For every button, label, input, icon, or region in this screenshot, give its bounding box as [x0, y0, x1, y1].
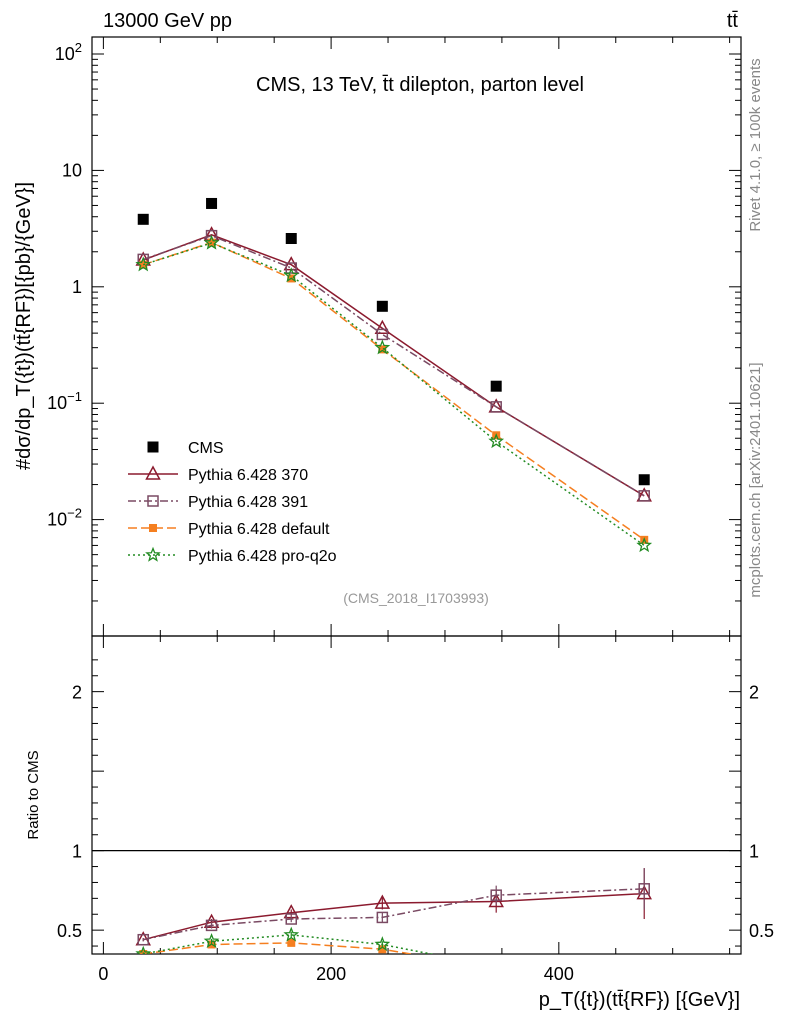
main-series-layer: [135, 197, 653, 553]
ratio-tick-label-right: 0.5: [749, 921, 774, 941]
ratio-tick-label-right: 2: [749, 683, 759, 703]
ratio-line-pythia-6-428-391: [143, 888, 645, 941]
y-axis-label-main: #dσ/dp_T({t})(tt̄{RF})[{pb}/{GeV}]: [13, 182, 35, 470]
ratio-point-pythia-6-428-default: [492, 964, 500, 972]
data-point-pythia-6-428-391: [490, 401, 502, 413]
ratio-tick-label: 2: [72, 683, 82, 703]
data-point-cms: [490, 380, 502, 392]
ratio-point-pythia-6-428-pro-q2o: [283, 926, 300, 942]
data-point-pythia-6-428-391: [285, 262, 298, 274]
x-tick-label: 200: [316, 964, 346, 984]
y-tick-base: 10: [55, 44, 75, 64]
ratio-point-pythia-6-428-default: [139, 950, 148, 954]
ratio-y-axis: 0.5 0.5 1 1 2 2: [57, 659, 774, 947]
legend-marker-pythia-6-428-default: [149, 524, 157, 532]
ratio-line-pythia-6-428-pro-q2o: [143, 934, 435, 954]
data-point-pythia-6-428-default: [378, 345, 387, 354]
mcplots-label: mcplots.cern.ch [arXiv:2401.10621]: [747, 362, 764, 597]
ratio-point-pythia-6-428-default: [287, 938, 296, 947]
legend-marker-pythia-6-428-370: [145, 465, 161, 480]
legend-label-pythia-6-428-391: Pythia 6.428 391: [188, 494, 308, 511]
y-tick-base: 10: [62, 160, 82, 180]
ratio-point-pythia-6-428-370: [374, 894, 391, 909]
ratio-point-pythia-6-428-pro-q2o: [638, 971, 650, 983]
ratio-point-pythia-6-428-pro-q2o: [374, 936, 391, 952]
y-axis-label-ratio: Ratio to CMS: [25, 750, 42, 839]
data-point-pythia-6-428-pro-q2o: [283, 267, 300, 283]
data-point-cms: [137, 213, 149, 225]
data-point-pythia-6-428-pro-q2o: [203, 234, 220, 250]
legend-marker-pythia-6-428-pro-q2o: [145, 546, 161, 562]
legend-label-pythia-6-428-370: Pythia 6.428 370: [188, 467, 308, 484]
y-tick-label: 10−1: [47, 389, 82, 413]
header-right: tt̄: [727, 10, 739, 32]
ratio-point-pythia-6-428-default: [378, 945, 387, 954]
y-tick-label: 10: [62, 160, 82, 180]
data-point-cms: [206, 197, 218, 209]
ratio-point-pythia-6-428-391: [137, 933, 149, 946]
rivet-label: Rivet 4.1.0, ≥ 100k events: [747, 58, 764, 231]
ratio-point-pythia-6-428-default: [640, 974, 648, 982]
data-point-pythia-6-428-pro-q2o: [488, 433, 505, 449]
data-point-cms: [285, 233, 297, 245]
y-tick-exponent: −2: [67, 506, 82, 521]
legend-label-cms: CMS: [188, 440, 224, 457]
header-left: 13000 GeV pp: [103, 10, 232, 32]
ratio-tick-label: 1: [72, 842, 82, 862]
x-axis: 0 200 400: [98, 37, 731, 984]
y-tick-base: 10: [47, 510, 67, 530]
series-line-pythia-6-428-391: [142, 234, 645, 497]
x-tick-label: 0: [98, 964, 108, 984]
data-point-cms: [376, 300, 388, 312]
y-tick-base: 1: [72, 277, 82, 297]
ratio-series-layer: [135, 868, 652, 983]
ratio-line-pythia-6-428-370: [143, 892, 645, 941]
analysis-tag: (CMS_2018_I1703993): [343, 590, 489, 606]
data-point-pythia-6-428-pro-q2o: [135, 256, 152, 272]
series-line-pythia-6-428-pro-q2o: [142, 242, 645, 547]
ratio-point-pythia-6-428-391: [205, 919, 218, 932]
x-axis-label: p_T({t})(tt̄{RF}) [{GeV}]: [539, 989, 740, 1011]
data-point-cms: [638, 474, 650, 486]
ratio-line-pythia-6-428-default: [143, 942, 416, 954]
data-point-pythia-6-428-pro-q2o: [374, 339, 391, 355]
legend: CMS Pythia 6.428 370 Pythia 6.428 391 Pythi…: [128, 440, 337, 565]
ratio-point-pythia-6-428-391: [490, 889, 502, 901]
y-tick-base: 10: [47, 393, 67, 413]
ratio-point-pythia-6-428-391: [376, 911, 389, 924]
ratio-point-pythia-6-428-pro-q2o: [203, 932, 220, 948]
legend-marker-cms: [147, 441, 159, 453]
ratio-tick-label-right: 1: [749, 842, 759, 862]
y-tick-exponent: 2: [75, 40, 82, 55]
ratio-point-pythia-6-428-pro-q2o: [490, 960, 502, 972]
data-point-pythia-6-428-391: [638, 490, 650, 502]
ratio-point-pythia-6-428-pro-q2o: [135, 945, 152, 954]
chart-title: CMS, 13 TeV, t̄t dilepton, parton level: [256, 74, 584, 96]
ratio-point-pythia-6-428-391: [285, 913, 298, 925]
ratio-tick-label: 0.5: [57, 921, 82, 941]
ratio-point-pythia-6-428-391: [638, 883, 650, 895]
data-point-pythia-6-428-370: [374, 319, 391, 335]
y-tick-label: 102: [55, 40, 82, 64]
x-tick-label: 400: [544, 964, 574, 984]
data-point-pythia-6-428-pro-q2o: [636, 537, 653, 553]
y-tick-label: 1: [72, 277, 82, 297]
series-line-pythia-6-428-default: [142, 241, 645, 541]
legend-label-pythia-6-428-pro-q2o: Pythia 6.428 pro-q2o: [188, 548, 337, 565]
main-plot-frame: [91, 36, 742, 637]
y-tick-exponent: −1: [67, 389, 82, 404]
legend-marker-pythia-6-428-391: [147, 495, 159, 507]
ratio-plot-frame: [91, 635, 742, 955]
legend-label-pythia-6-428-default: Pythia 6.428 default: [188, 521, 330, 538]
y-tick-label: 10−2: [47, 506, 82, 530]
